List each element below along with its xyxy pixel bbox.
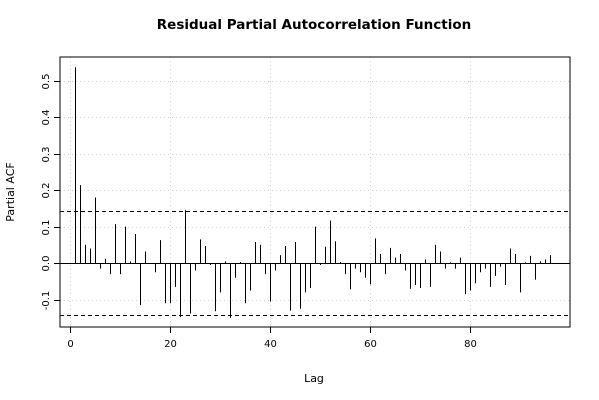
x-tick-label: 60 bbox=[364, 339, 377, 350]
y-tick-label: -0.1 bbox=[41, 291, 52, 311]
y-tick-label: 0.5 bbox=[41, 74, 52, 90]
pacf-bars bbox=[75, 67, 551, 318]
x-tick-label: 40 bbox=[264, 339, 277, 350]
confidence-bounds bbox=[60, 211, 570, 316]
y-tick-label: 0.4 bbox=[41, 110, 52, 126]
chart-title: Residual Partial Autocorrelation Functio… bbox=[157, 17, 471, 33]
y-tick-label: 0.1 bbox=[41, 220, 52, 236]
y-tick-label: 0.0 bbox=[41, 256, 52, 272]
y-tick-label: 0.2 bbox=[41, 183, 52, 199]
grid bbox=[60, 57, 570, 327]
x-axis: 0 20 40 60 80 bbox=[67, 327, 477, 350]
y-tick-label: 0.3 bbox=[41, 147, 52, 163]
x-axis-label: Lag bbox=[304, 372, 324, 385]
plot-frame bbox=[59, 56, 571, 328]
y-axis: -0.1 0.0 0.1 0.2 0.3 0.4 0.5 bbox=[41, 74, 60, 311]
y-axis-label: Partial ACF bbox=[4, 162, 17, 221]
x-tick-label: 20 bbox=[164, 339, 177, 350]
x-tick-label: 0 bbox=[67, 339, 73, 350]
x-tick-label: 80 bbox=[464, 339, 477, 350]
